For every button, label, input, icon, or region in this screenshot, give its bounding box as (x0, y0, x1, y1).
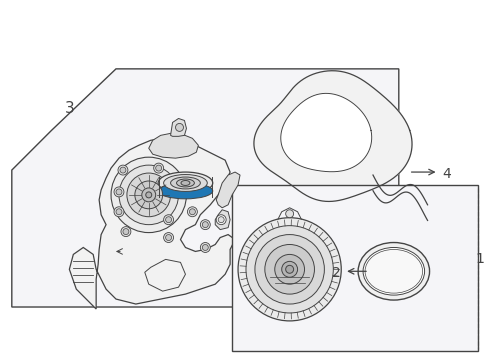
Text: 2: 2 (331, 266, 340, 280)
Circle shape (238, 218, 341, 321)
Circle shape (165, 235, 171, 240)
Circle shape (119, 165, 178, 225)
Ellipse shape (357, 243, 428, 300)
Circle shape (135, 181, 163, 209)
Polygon shape (216, 172, 240, 208)
Circle shape (127, 173, 170, 217)
Circle shape (114, 207, 123, 217)
Polygon shape (253, 71, 411, 202)
Circle shape (121, 227, 131, 237)
Circle shape (202, 244, 208, 251)
Circle shape (245, 226, 333, 313)
Circle shape (202, 222, 208, 228)
Polygon shape (144, 260, 185, 291)
Polygon shape (215, 210, 230, 230)
Ellipse shape (158, 172, 212, 194)
Circle shape (200, 220, 210, 230)
Circle shape (175, 123, 183, 131)
Polygon shape (69, 138, 235, 309)
Circle shape (118, 165, 128, 175)
Circle shape (254, 235, 324, 304)
Polygon shape (12, 69, 398, 307)
Circle shape (155, 165, 162, 171)
Ellipse shape (181, 180, 189, 185)
Circle shape (114, 187, 123, 197)
Circle shape (111, 157, 186, 233)
Circle shape (165, 217, 171, 223)
Circle shape (116, 209, 122, 215)
Circle shape (285, 210, 293, 218)
Text: 4: 4 (442, 167, 450, 181)
Circle shape (189, 209, 195, 215)
Circle shape (285, 265, 293, 273)
Circle shape (153, 163, 163, 173)
Circle shape (163, 233, 173, 243)
Ellipse shape (170, 177, 200, 189)
Circle shape (200, 243, 210, 252)
Circle shape (120, 167, 126, 173)
Circle shape (116, 189, 122, 195)
Ellipse shape (158, 183, 212, 199)
Circle shape (187, 207, 197, 217)
Ellipse shape (163, 175, 207, 192)
Circle shape (163, 215, 173, 225)
Bar (232, 185, 477, 351)
Polygon shape (170, 118, 186, 136)
Text: 1: 1 (475, 252, 484, 266)
Circle shape (122, 229, 129, 235)
Text: 3: 3 (64, 101, 74, 116)
Ellipse shape (365, 249, 422, 293)
Circle shape (264, 244, 314, 294)
Circle shape (142, 188, 155, 202)
Circle shape (216, 215, 225, 225)
Circle shape (281, 261, 297, 277)
Polygon shape (280, 93, 371, 172)
Ellipse shape (362, 247, 424, 295)
Circle shape (218, 217, 224, 223)
Circle shape (145, 192, 151, 198)
Circle shape (274, 255, 304, 284)
Ellipse shape (176, 179, 194, 187)
Polygon shape (148, 133, 198, 158)
